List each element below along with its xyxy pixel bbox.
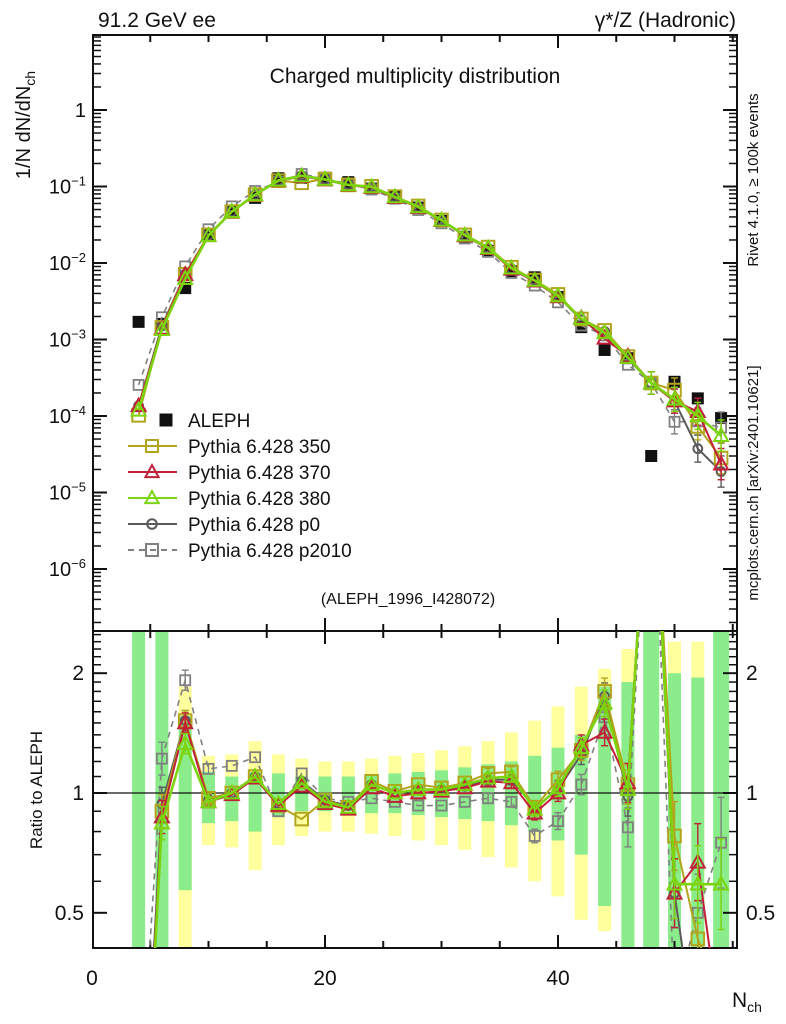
x-axis-title-main: N [732,989,747,1012]
top-y-tick-label: 10−2 [49,250,86,275]
mcplots-source-note: mcplots.cern.ch [arXiv:2401.10621] [745,365,762,600]
top-y-tick-label: 1 [75,100,86,122]
top-y-tick-label: 10−5 [49,480,86,505]
legend-label: Pythia 6.428 370 [188,463,331,484]
ratio-uncertainty-bands [132,631,730,948]
legend-item-pythia-6-428-380: Pythia 6.428 380 [128,489,331,510]
x-axis-title: Nch [732,989,762,1015]
process-label: γ*/Z (Hadronic) [595,9,736,32]
legend-label: Pythia 6.428 380 [188,489,331,510]
x-tick-label: 20 [313,967,336,990]
legend-label: Pythia 6.428 p2010 [188,541,352,562]
green-band [132,631,146,948]
top-y-tick-label: 10−1 [49,174,86,199]
ratio-y-axis-title: Ratio to ALEPH [27,731,46,849]
legend-item-aleph: ALEPH [159,411,250,432]
ratio-y-tick-label-right: 0.5 [746,902,775,925]
legend-item-pythia-6-428-p2010: Pythia 6.428 p2010 [128,541,352,562]
top-y-axis-title-main: 1/N dN/dN [13,86,35,179]
series-pythia-6-428-p2010-top [132,168,727,444]
legend: ALEPH Pythia 6.428 350 Pythia 6.428 370 Pyt… [128,411,352,562]
series-pythia-6-428-380-top [129,166,730,452]
legend-label: ALEPH [188,411,250,432]
legend-label: Pythia 6.428 350 [188,437,331,458]
ratio-y-tick-label-right: 2 [746,662,758,685]
chart-title: Charged multiplicity distribution [270,65,561,88]
top-y-axis-title-sub: ch [22,71,38,86]
top-y-tick-label: 10−3 [49,327,86,352]
legend-item-pythia-6-428-370: Pythia 6.428 370 [128,463,331,484]
ratio-y-tick-label-left: 2 [72,662,84,685]
top-y-axis-title: 1/N dN/dNch [13,71,38,179]
x-axis-title-sub: ch [747,999,762,1015]
chart-root: 0 20 40 1 10−1 10−2 10−3 10−4 10−5 10−6 2 2 1 1 0.5 0.5… [49,34,775,990]
axes: 0 20 40 1 10−1 10−2 10−3 10−4 10−5 10−6 2 2 1 1 0.5 0.5 [49,34,775,990]
ratio-y-tick-label-right: 1 [746,782,758,805]
series-pythia-6-428-380-ratio [153,631,730,948]
green-band [178,716,192,891]
ratio-panel-data [93,631,737,948]
green-band [713,631,730,948]
analysis-watermark: (ALEPH_1996_I428072) [321,591,495,608]
legend-item-pythia-6-428-350: Pythia 6.428 350 [128,437,331,458]
x-tick-label: 40 [546,967,569,990]
top-panel-data [129,166,730,488]
rivet-version-note: Rivet 4.1.0, ≥ 100k events [745,93,762,266]
top-y-tick-label: 10−4 [49,403,86,428]
green-band [248,771,262,832]
legend-item-pythia-6-428-p0: Pythia 6.428 p0 [128,515,320,536]
beam-energy-label: 91.2 GeV ee [98,9,216,32]
ratio-y-tick-label-left: 0.5 [55,902,84,925]
green-band [643,631,660,948]
x-tick-label: 0 [86,967,98,990]
legend-label: Pythia 6.428 p0 [188,515,320,536]
ratio-y-tick-label-left: 1 [72,782,84,805]
top-y-tick-label: 10−6 [49,556,86,581]
